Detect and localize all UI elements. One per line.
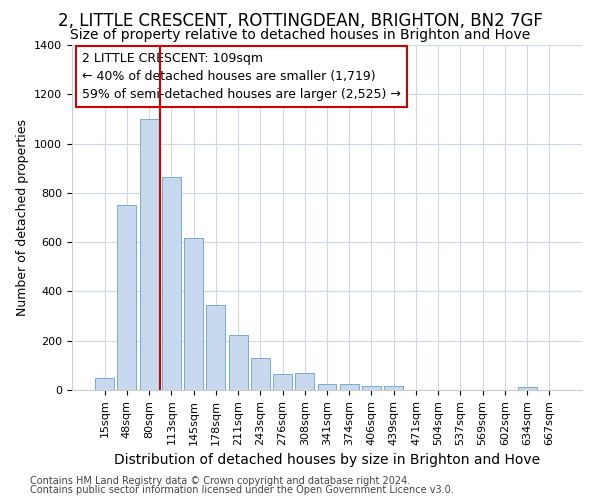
Bar: [140, 119, 158, 390]
Y-axis label: Number of detached properties: Number of detached properties: [16, 119, 29, 316]
Bar: [273, 374, 292, 390]
Text: Size of property relative to detached houses in Brighton and Hove: Size of property relative to detached ho…: [70, 28, 530, 42]
Bar: [251, 358, 270, 390]
Bar: [95, 378, 114, 390]
Bar: [384, 386, 403, 390]
Bar: [184, 238, 203, 390]
Text: 2, LITTLE CRESCENT, ROTTINGDEAN, BRIGHTON, BN2 7GF: 2, LITTLE CRESCENT, ROTTINGDEAN, BRIGHTO…: [58, 12, 542, 30]
Bar: [162, 177, 181, 390]
Text: Contains HM Land Registry data © Crown copyright and database right 2024.: Contains HM Land Registry data © Crown c…: [30, 476, 410, 486]
Bar: [295, 373, 314, 390]
Text: 2 LITTLE CRESCENT: 109sqm
← 40% of detached houses are smaller (1,719)
59% of se: 2 LITTLE CRESCENT: 109sqm ← 40% of detac…: [82, 52, 401, 101]
X-axis label: Distribution of detached houses by size in Brighton and Hove: Distribution of detached houses by size …: [114, 453, 540, 467]
Bar: [340, 384, 359, 390]
Bar: [317, 384, 337, 390]
Bar: [362, 386, 381, 390]
Bar: [229, 334, 248, 390]
Bar: [206, 305, 225, 390]
Text: Contains public sector information licensed under the Open Government Licence v3: Contains public sector information licen…: [30, 485, 454, 495]
Bar: [118, 205, 136, 390]
Bar: [518, 387, 536, 390]
